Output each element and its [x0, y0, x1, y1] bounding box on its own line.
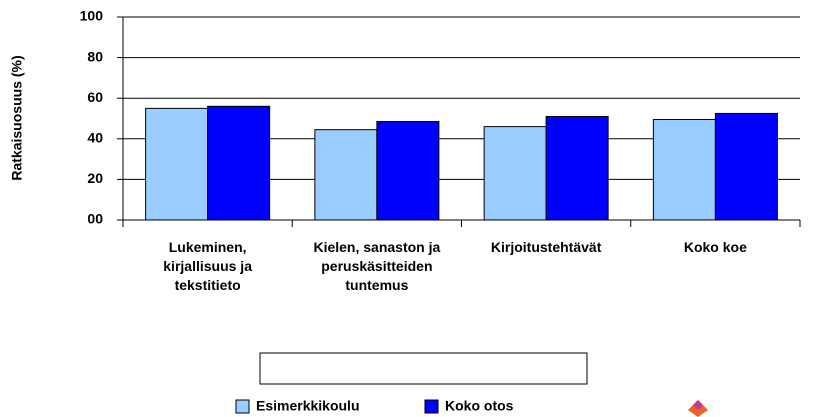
legend-swatch: [424, 399, 439, 414]
y-tick-label: 60: [87, 89, 103, 105]
legend-label: Koko otos: [445, 398, 514, 414]
x-tick-label: Koko koe: [683, 239, 747, 255]
bar: [714, 112, 778, 221]
x-tick-label: Kielen, sanaston ja peruskäsitteiden tun…: [313, 239, 441, 293]
bar: [483, 126, 547, 221]
y-tick-label: 00: [87, 211, 103, 227]
y-tick-label: 80: [87, 48, 103, 64]
x-tick-label: Lukeminen, kirjallisuus ja tekstitieto: [163, 239, 252, 293]
bar: [545, 115, 609, 221]
legend-label: Esimerkkikoulu: [256, 398, 360, 414]
bar: [376, 121, 440, 221]
logo: [688, 400, 708, 417]
bar: [145, 107, 209, 221]
x-tick-label: Kirjoitustehtävät: [490, 239, 602, 255]
y-tick-label: 20: [87, 170, 103, 186]
bar: [207, 105, 271, 221]
bar: [314, 129, 378, 221]
y-tick-label: 100: [80, 8, 104, 24]
y-tick-label: 40: [87, 130, 103, 146]
y-axis-label: Ratkaisuosuus (%): [9, 55, 25, 180]
legend-swatch: [235, 399, 250, 414]
bar: [652, 119, 716, 221]
legend-title-box: [259, 352, 588, 385]
